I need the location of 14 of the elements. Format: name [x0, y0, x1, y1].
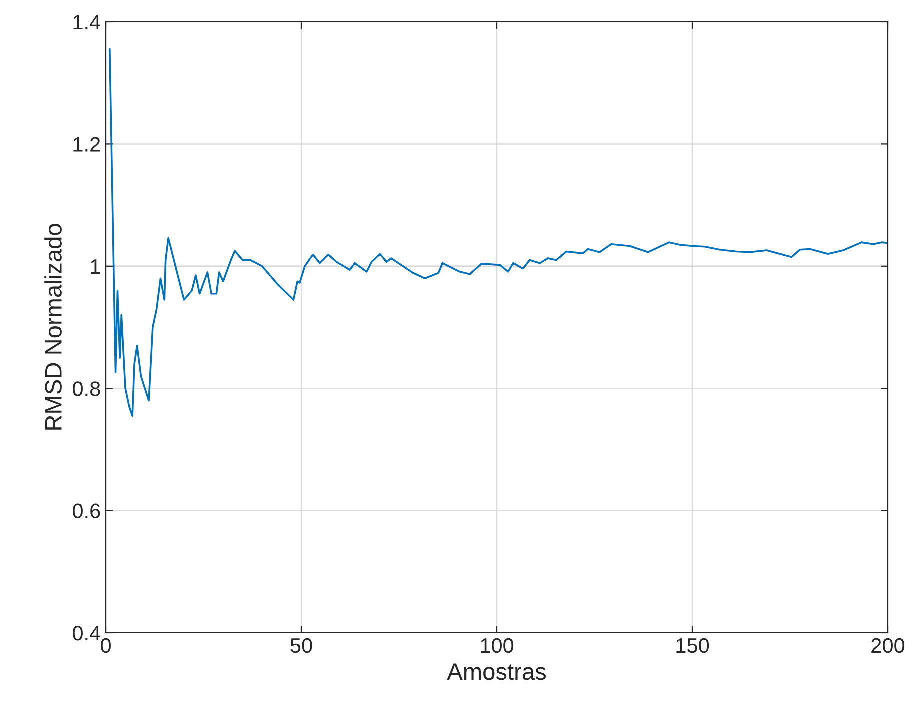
- y-tick-label: 1.4: [74, 15, 101, 30]
- y-tick-label: 0.4: [72, 626, 101, 641]
- x-tick-label: 0: [101, 638, 111, 654]
- y-axis-title: RMSD Normalizado: [44, 224, 62, 430]
- y-tick-label: 1.2: [74, 137, 100, 152]
- x-tick-label: 50: [290, 638, 312, 654]
- y-tick-label: 1: [91, 260, 100, 274]
- y-tick-label: 0.8: [72, 382, 100, 396]
- y-tick-label: 0.6: [72, 504, 100, 519]
- x-tick-label: 100: [481, 638, 514, 654]
- x-axis-title: Amostras: [447, 664, 546, 680]
- line-series: [109, 48, 888, 417]
- x-tick-label: 150: [676, 638, 710, 654]
- x-tick-label: 200: [872, 638, 905, 654]
